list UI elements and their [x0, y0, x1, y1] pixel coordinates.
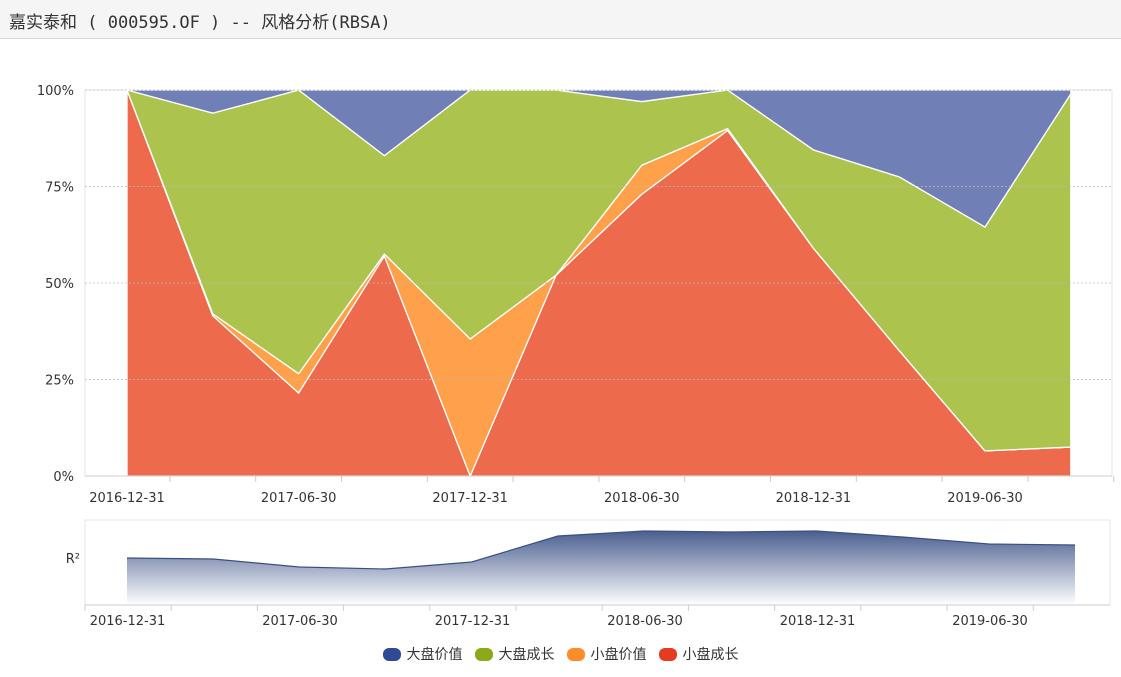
r2-x-tick-label: 2018-06-30	[607, 614, 683, 629]
legend-item[interactable]: 小盘成长	[658, 644, 739, 664]
r2-x-tick-label: 2017-12-31	[435, 614, 511, 629]
r2-x-tick-label: 2018-12-31	[780, 614, 856, 629]
legend-swatch	[474, 647, 493, 661]
r2-axis-label: R²	[66, 552, 80, 567]
legend-item[interactable]: 大盘成长	[474, 644, 555, 664]
legend-item[interactable]: 小盘价值	[566, 644, 647, 664]
legend-label: 小盘价值	[590, 647, 647, 663]
header-bar: 嘉实泰和 ( 000595.OF ) -- 风格分析(RBSA)	[0, 0, 1121, 39]
r2-x-tick-label: 2019-06-30	[952, 614, 1028, 629]
x-tick-label: 2017-06-30	[261, 491, 337, 506]
legend-label: 大盘价值	[406, 647, 463, 663]
x-tick-label: 2018-06-30	[604, 491, 680, 506]
legend-label: 大盘成长	[498, 647, 555, 663]
series-area-3	[126, 89, 1072, 228]
x-tick-label: 2017-12-31	[432, 491, 508, 506]
y-tick-label: 75%	[45, 181, 74, 196]
legend-item[interactable]: 大盘价值	[382, 644, 463, 664]
y-tick-label: 0%	[53, 470, 74, 485]
r2-x-tick-label: 2016-12-31	[90, 614, 166, 629]
page-title: 嘉实泰和 ( 000595.OF ) -- 风格分析(RBSA)	[9, 13, 391, 33]
r2-x-tick-label: 2017-06-30	[262, 614, 338, 629]
x-tick-label: 2019-06-30	[947, 491, 1023, 506]
legend-swatch	[566, 647, 585, 661]
x-tick-label: 2018-12-31	[776, 491, 852, 506]
x-tick-label: 2016-12-31	[89, 491, 165, 506]
r2-area	[127, 531, 1075, 605]
y-tick-label: 100%	[37, 84, 74, 99]
y-tick-label: 50%	[45, 277, 74, 292]
chart-legend: 大盘价值 大盘成长 小盘价值 小盘成长	[0, 644, 1121, 665]
rbsa-chart: 0% 25% 50% 75% 100% 2016-12-31 2017-06-30 2017-…	[37, 84, 1115, 629]
legend-swatch	[382, 647, 401, 661]
r2-line	[126, 530, 1076, 570]
legend-label: 小盘成长	[682, 647, 739, 663]
y-tick-label: 25%	[45, 374, 74, 389]
legend-swatch	[658, 647, 677, 661]
